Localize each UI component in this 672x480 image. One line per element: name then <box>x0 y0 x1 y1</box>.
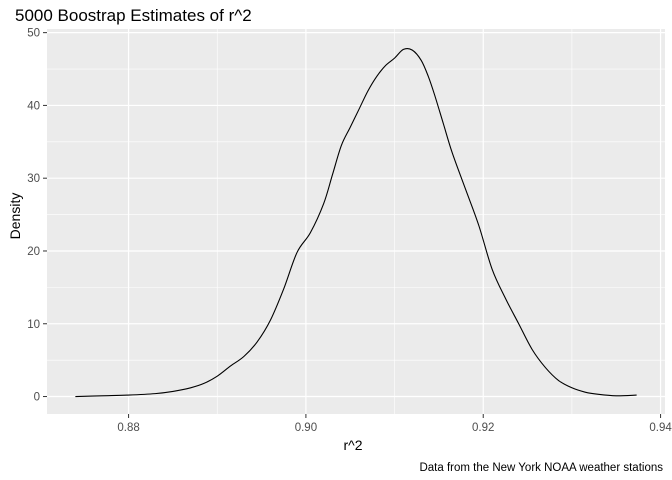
chart-caption: Data from the New York NOAA weather stat… <box>419 462 663 474</box>
x-tick-label: 0.88 <box>117 422 139 434</box>
y-tick-label: 50 <box>27 28 40 40</box>
major-gridlines <box>47 29 665 414</box>
x-axis-ticks: 0.88 0.90 0.92 0.94 <box>117 414 672 434</box>
chart-title: 5000 Boostrap Estimates of r^2 <box>15 6 252 25</box>
density-line <box>75 47 637 398</box>
y-tick-label: 0 <box>34 392 40 404</box>
y-tick-label: 40 <box>27 100 40 112</box>
x-tick-label: 0.92 <box>472 422 494 434</box>
plot-panel <box>47 29 665 414</box>
y-axis-title: Density <box>7 193 23 240</box>
x-tick-label: 0.90 <box>295 422 317 434</box>
x-axis-title: r^2 <box>343 437 362 453</box>
y-tick-label: 30 <box>27 173 40 185</box>
x-tick-label: 0.94 <box>649 422 672 434</box>
y-axis-ticks: 0 10 20 30 40 50 <box>27 28 47 404</box>
y-tick-label: 20 <box>27 246 40 258</box>
minor-gridlines <box>47 29 665 414</box>
y-tick-label: 10 <box>27 319 40 331</box>
